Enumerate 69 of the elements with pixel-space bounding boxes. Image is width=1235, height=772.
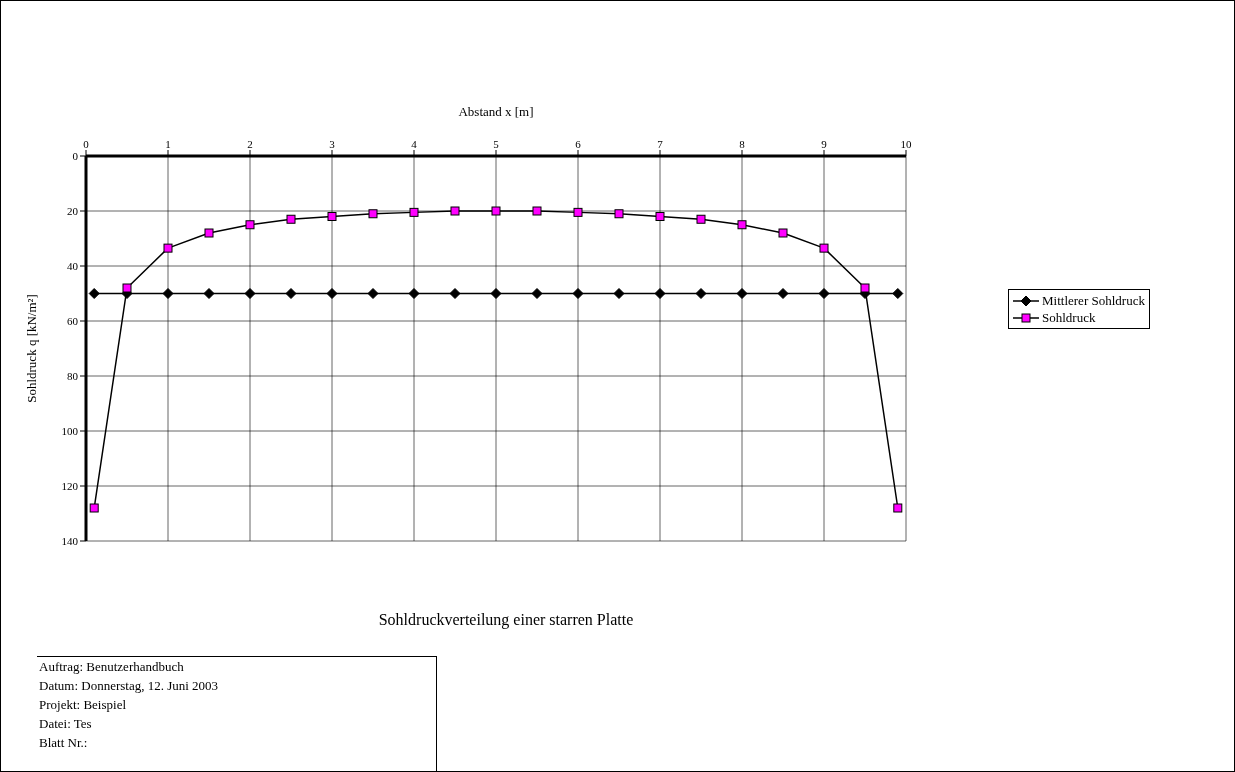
point — [326, 288, 338, 299]
point — [450, 206, 460, 216]
point — [777, 288, 789, 299]
text: Sohldruckverteilung einer starren Platte — [377, 611, 635, 629]
y-tick-label: 120 — [61, 479, 79, 492]
y-tick-label: 80 — [67, 369, 79, 382]
y-tick-label: 100 — [61, 424, 79, 437]
y-tick-label: 40 — [67, 259, 79, 272]
point — [285, 288, 297, 299]
point — [491, 206, 501, 216]
x-tick-label: 5 — [493, 138, 500, 150]
point — [409, 207, 419, 217]
point — [89, 503, 99, 513]
point — [819, 243, 829, 253]
point — [245, 220, 255, 230]
point — [531, 288, 543, 299]
point — [654, 288, 666, 299]
point — [88, 288, 100, 299]
point — [893, 503, 903, 513]
point — [163, 243, 173, 253]
point — [449, 288, 461, 299]
point — [614, 209, 624, 219]
x-tick-label: 8 — [739, 138, 746, 150]
y-tick-label: 0 — [72, 149, 79, 162]
x-tick-label: 3 — [329, 138, 336, 150]
point — [572, 288, 584, 299]
x-tick-label: 7 — [657, 138, 664, 150]
point — [655, 212, 665, 221]
point — [204, 228, 214, 238]
point — [736, 288, 748, 299]
x-tick-label: 0 — [83, 138, 90, 150]
y-axis-title: Sohldruck q [kN/m²] — [23, 294, 39, 403]
point — [327, 212, 337, 221]
x-tick-label: 9 — [821, 138, 828, 150]
x-tick-label: 2 — [247, 138, 253, 150]
text: Projekt: Beispiel — [39, 696, 128, 714]
x-tick-label: 6 — [575, 138, 582, 150]
point — [778, 228, 788, 238]
point — [162, 288, 174, 299]
text: Datei: Tes — [39, 715, 93, 733]
point — [695, 288, 707, 299]
point — [737, 220, 747, 230]
text: Datum: Donnerstag, 12. Juni 2003 — [39, 677, 220, 695]
point — [244, 288, 256, 299]
point — [696, 214, 706, 224]
point — [286, 214, 296, 224]
x-tick-label: 10 — [900, 138, 912, 150]
point — [532, 206, 542, 216]
text: Blatt Nr.: — [39, 734, 89, 752]
y-tick-label: 140 — [61, 534, 79, 547]
legend-label: Mittlerer Sohldruck — [1042, 292, 1145, 309]
point — [408, 288, 420, 299]
x-tick-label: 1 — [165, 138, 171, 150]
y-tick-label: 60 — [67, 314, 79, 327]
y-tick-label: 20 — [67, 204, 79, 217]
point — [818, 288, 830, 299]
point — [613, 288, 625, 299]
x-axis-title: Abstand x [m] — [458, 104, 534, 119]
legend-label: Sohldruck — [1042, 309, 1096, 326]
point — [573, 207, 583, 217]
point — [860, 283, 870, 293]
point — [367, 288, 379, 299]
point — [892, 288, 904, 299]
point — [122, 283, 132, 293]
point — [203, 288, 215, 299]
text: Auftrag: Benutzerhandbuch — [39, 658, 185, 676]
point — [368, 209, 378, 219]
point — [490, 288, 502, 299]
x-tick-label: 4 — [411, 138, 418, 150]
